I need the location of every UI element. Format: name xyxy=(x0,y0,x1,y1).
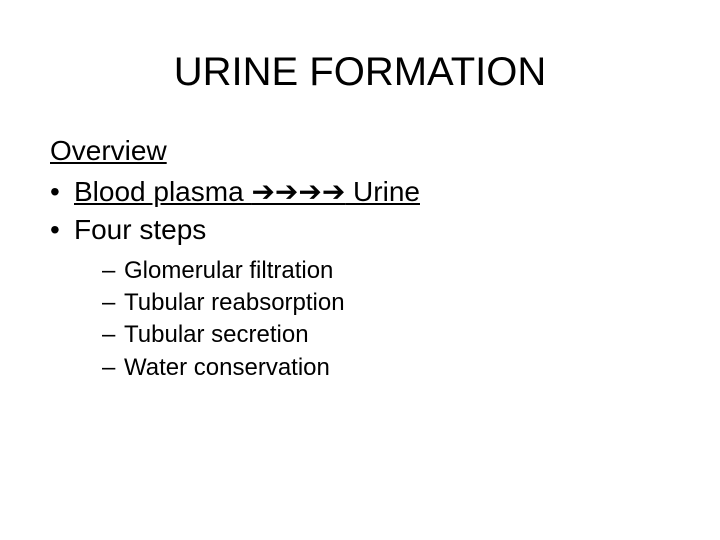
bullet-item: Four steps Glomerular filtration Tubular… xyxy=(50,211,670,384)
sub-bullet-item: Glomerular filtration xyxy=(102,255,670,287)
arrow-icon: ➔➔➔➔ xyxy=(251,176,345,207)
bullet-text: Blood plasma ➔➔➔➔ Urine xyxy=(74,176,420,207)
bullet-item: Blood plasma ➔➔➔➔ Urine xyxy=(50,173,670,211)
overview-heading: Overview xyxy=(50,135,670,167)
bullet-text: Four steps xyxy=(74,214,206,245)
sub-bullet-item: Water conservation xyxy=(102,352,670,384)
sub-bullet-item: Tubular secretion xyxy=(102,319,670,351)
bullet-list: Blood plasma ➔➔➔➔ Urine Four steps Glome… xyxy=(50,173,670,384)
bullet-prefix: Blood plasma xyxy=(74,176,251,207)
bullet-suffix: Urine xyxy=(345,176,420,207)
slide-title: URINE FORMATION xyxy=(50,50,670,95)
slide: URINE FORMATION Overview Blood plasma ➔➔… xyxy=(0,0,720,540)
sub-bullet-list: Glomerular filtration Tubular reabsorpti… xyxy=(74,255,670,385)
sub-bullet-item: Tubular reabsorption xyxy=(102,287,670,319)
